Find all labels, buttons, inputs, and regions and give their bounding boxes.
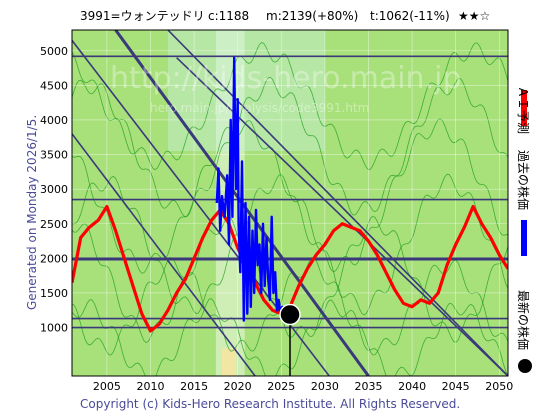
y-tick-label: 3500: [40, 149, 68, 162]
y-tick-label: 3000: [40, 183, 68, 196]
legend-latest-swatch: [518, 359, 532, 373]
copyright-text: Copyright (c) Kids-Hero Research Institu…: [80, 397, 460, 411]
x-tick-label: 2025: [267, 380, 295, 393]
y-tick-label: 2000: [40, 252, 68, 265]
channel-line: [72, 133, 256, 376]
legend-past-swatch: [521, 220, 527, 256]
watermark-main: http://kids-hero.main.jp: [110, 61, 462, 96]
x-tick-label: 2050: [485, 380, 513, 393]
x-tick-label: 2015: [180, 380, 208, 393]
legend-latest-label: 最新の株価: [516, 290, 531, 350]
band-line: [72, 257, 508, 356]
low-zone-band: [221, 348, 236, 376]
band-line: [72, 173, 508, 316]
x-tick-label: 2005: [93, 380, 121, 393]
band-line: [72, 118, 508, 274]
x-tick-label: 2030: [311, 380, 339, 393]
y-tick-label: 1000: [40, 322, 68, 335]
header-stars: ★★☆: [458, 9, 490, 23]
x-tick-label: 2035: [354, 380, 382, 393]
band-line: [72, 76, 508, 218]
generated-note: Generated on Monday 2026/1/5.: [25, 115, 39, 310]
y-tick-label: 4000: [40, 114, 68, 127]
latest-price-marker: [279, 303, 301, 326]
y-tick-label: 1500: [40, 287, 68, 300]
plot-area: http://kids-hero.main.jp hero.main.jp/an…: [71, 29, 509, 377]
header-current: c:1188: [208, 9, 249, 23]
x-tick-label: 2020: [224, 380, 252, 393]
x-tick-label: 2045: [442, 380, 470, 393]
y-tick-label: 4500: [40, 79, 68, 92]
plot-border: [71, 29, 509, 377]
legend-ai-swatch: [521, 90, 527, 126]
x-tick-label: 2010: [136, 380, 164, 393]
header-ticker: 3991=ウォンテッドリ: [80, 9, 205, 23]
legend-past-label: 過去の株価: [516, 150, 531, 210]
channel-line: [176, 57, 508, 376]
past-price-line: [215, 56, 291, 322]
y-tick-label: 5000: [40, 45, 68, 58]
x-tick-label: 2040: [398, 380, 426, 393]
y-tick-label: 2500: [40, 218, 68, 231]
watermark-sub: hero.main.jp/analysis/code3991.htm: [150, 101, 369, 115]
legend: ＡＩ予測 過去の株価 最新の株価: [516, 86, 532, 373]
legend-ai-label: ＡＩ予測: [516, 86, 530, 134]
header-target: t:1062(-11%): [370, 9, 450, 23]
band-line: [72, 42, 508, 171]
header-mid: m:2139(+80%): [266, 9, 358, 23]
